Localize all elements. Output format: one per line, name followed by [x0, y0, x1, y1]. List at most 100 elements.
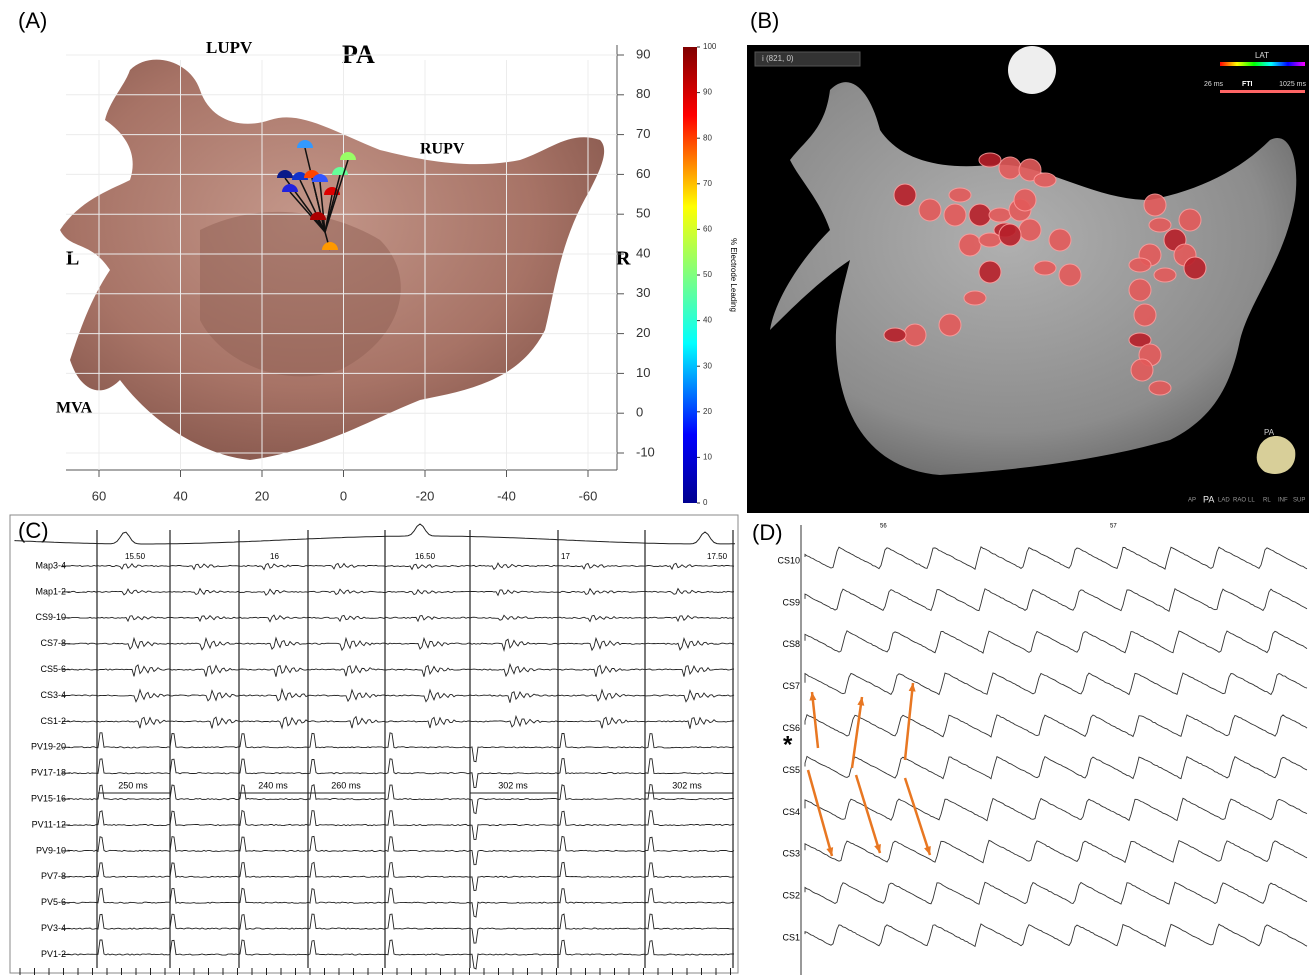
channel-label: PV15-16 [31, 793, 66, 803]
channel-label: CS7 [782, 681, 800, 691]
y-tick-label: 30 [636, 285, 650, 300]
channel-label: Map1-2 [35, 586, 66, 596]
interval-label: 302 ms [672, 780, 702, 790]
interval-label: 250 ms [118, 780, 148, 790]
interval-label: 260 ms [331, 780, 361, 790]
lesion [1134, 304, 1156, 326]
ecg-trace [68, 785, 734, 814]
lesion [1149, 218, 1171, 232]
lesion [999, 157, 1021, 179]
time-tick-label: 17 [561, 552, 570, 561]
lesion [1144, 194, 1166, 216]
channel-label: CS8 [782, 639, 800, 649]
ecg-trace [68, 888, 734, 917]
egm-trace [805, 589, 1307, 612]
view-button[interactable]: RL [1263, 498, 1271, 504]
ecg-trace [68, 733, 734, 762]
panel-label: (C) [18, 518, 49, 543]
colorbar-tick-label: 70 [703, 179, 712, 188]
channel-label: Map3-4 [35, 560, 66, 570]
page: {"panels": { "a": {"label": "(A)", "anno… [0, 0, 1309, 975]
egm-trace [805, 631, 1307, 653]
y-tick-label: 70 [636, 126, 650, 141]
inset-label: PA [1264, 428, 1275, 437]
panel-c-frame [10, 515, 738, 973]
x-tick-label: 20 [255, 488, 269, 503]
channel-label: CS7-8 [40, 638, 66, 648]
annotation: PA [342, 40, 375, 69]
lesion [919, 199, 941, 221]
time-tick-label: 57 [1110, 524, 1117, 530]
y-tick-label: 90 [636, 46, 650, 61]
channel-label: CS3-4 [40, 690, 66, 700]
conduction-arrow [905, 778, 930, 855]
view-button[interactable]: SUP [1293, 498, 1305, 504]
channel-label: CS1-2 [40, 716, 66, 726]
y-tick-label: 40 [636, 245, 650, 260]
egm-trace [805, 798, 1307, 820]
view-button[interactable]: INF [1278, 498, 1288, 504]
view-button[interactable]: AP [1188, 498, 1196, 504]
lesion [1019, 219, 1041, 241]
ecg-trace [68, 563, 734, 569]
channel-label: CS9 [782, 597, 800, 607]
arrow-head [874, 844, 881, 853]
lesion [1034, 173, 1056, 187]
lesion [904, 324, 926, 346]
lesion [989, 208, 1011, 222]
channel-label: CS5-6 [40, 664, 66, 674]
colorbar-tick-label: 30 [703, 361, 712, 370]
annotation: L [66, 248, 79, 270]
colorbar-label: % Electrode Leading [729, 238, 738, 312]
channel-label: PV3-4 [41, 923, 66, 933]
conduction-arrow [905, 683, 913, 760]
lesion [1059, 264, 1081, 286]
x-tick-label: -60 [579, 488, 598, 503]
view-button[interactable]: PA [1203, 494, 1214, 504]
dropdown-text[interactable]: i (821, 0) [762, 54, 794, 63]
egm-trace [805, 715, 1307, 737]
time-tick-label: 17.50 [707, 552, 728, 561]
ecg-trace [15, 524, 735, 544]
lesion [1049, 229, 1071, 251]
time-tick-label: 16.50 [415, 552, 436, 561]
view-button[interactable]: LAD [1218, 498, 1230, 504]
colorbar-tick-label: 50 [703, 270, 712, 279]
lesion [999, 224, 1021, 246]
lesion [964, 291, 986, 305]
channel-label: CS9-10 [35, 612, 66, 622]
lat-title: LAT [1255, 51, 1269, 60]
lesion [1129, 279, 1151, 301]
ecg-trace [68, 638, 734, 650]
lesion [894, 184, 916, 206]
lesion [939, 314, 961, 336]
annotation: R [616, 248, 631, 270]
y-tick-label: 50 [636, 206, 650, 221]
lesion [969, 204, 991, 226]
y-tick-label: 20 [636, 325, 650, 340]
time-tick-label: 56 [880, 524, 887, 530]
egm-trace [805, 924, 1307, 946]
lesion [944, 204, 966, 226]
lesion [979, 261, 1001, 283]
y-tick-label: 0 [636, 405, 643, 420]
colorbar-tick-label: 80 [703, 133, 712, 142]
lesion [1014, 189, 1036, 211]
time-tick-label: 16 [270, 552, 279, 561]
colorbar-tick-label: 20 [703, 407, 712, 416]
colorbar-tick-label: 90 [703, 88, 712, 97]
channel-label: CS6 [782, 723, 800, 733]
view-button[interactable]: LL [1248, 498, 1255, 504]
view-indicator [1008, 46, 1056, 94]
lesion [884, 328, 906, 342]
ecg-trace [68, 940, 734, 969]
ecg-trace [68, 615, 734, 622]
lesion [959, 234, 981, 256]
view-button[interactable]: RAO [1233, 498, 1246, 504]
ecg-trace [68, 836, 734, 864]
time-tick-label: 15.50 [125, 552, 146, 561]
annotation: LUPV [206, 38, 253, 57]
range-name: FTI [1242, 81, 1253, 88]
egm-trace [805, 547, 1307, 569]
y-tick-label: 80 [636, 86, 650, 101]
